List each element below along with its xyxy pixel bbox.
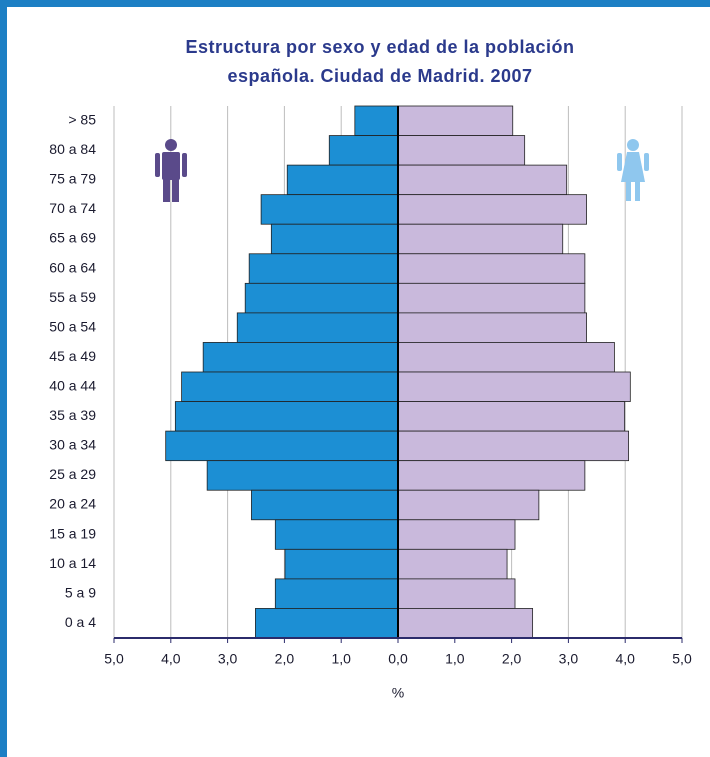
x-tick-label: 5,0 — [104, 651, 124, 667]
bar — [397, 401, 626, 432]
y-tick-label: 25 a 29 — [49, 466, 96, 482]
bar — [397, 489, 540, 521]
bar — [236, 312, 399, 343]
y-tick-label: 15 a 19 — [49, 525, 96, 541]
x-tick-label: 1,0 — [445, 651, 465, 667]
y-tick-label: 40 a 44 — [49, 377, 96, 393]
bar — [202, 342, 399, 373]
y-tick-label: 45 a 49 — [49, 348, 96, 364]
y-tick-label: 35 a 39 — [49, 407, 96, 423]
bar — [270, 223, 399, 255]
y-tick-label: 65 a 69 — [49, 230, 96, 246]
x-tick-label: 0,0 — [388, 651, 408, 667]
y-tick-label: 10 a 14 — [49, 555, 96, 571]
bar — [397, 194, 587, 225]
bar — [397, 548, 508, 580]
y-tick-label: 60 a 64 — [49, 259, 96, 275]
bar — [244, 282, 399, 314]
bar — [397, 164, 568, 196]
frame-top — [0, 0, 710, 7]
bar — [284, 548, 399, 580]
y-tick-label: 55 a 59 — [49, 289, 96, 305]
y-tick-label: > 85 — [68, 111, 96, 127]
bar — [397, 608, 534, 639]
x-tick-label: 2,0 — [275, 651, 295, 667]
bar — [397, 460, 586, 491]
bar — [397, 253, 586, 284]
bar — [248, 253, 399, 284]
bar — [397, 371, 631, 402]
y-tick-label: 70 a 74 — [49, 200, 96, 216]
x-tick-label: 1,0 — [331, 651, 351, 667]
bar — [260, 194, 399, 225]
bar — [181, 371, 399, 402]
x-tick-label: 4,0 — [615, 651, 635, 667]
bar — [397, 430, 630, 462]
x-axis-label: % — [392, 685, 404, 701]
bar — [397, 282, 586, 314]
chart-title: Estructura por sexo y edad de la poblaci… — [185, 37, 574, 57]
bar — [274, 578, 399, 609]
y-tick-label: 20 a 24 — [49, 496, 96, 512]
chart-title: española. Ciudad de Madrid. 2007 — [227, 66, 532, 86]
y-tick-label: 30 a 34 — [49, 437, 96, 453]
bar — [328, 135, 399, 166]
plot-area: 5,0 4,0 3,0 2,0 1,0 0,0 1,0 2,0 3,0 4,0 5,0 > 85 80 … — [49, 105, 692, 701]
y-tick-label: 5 a 9 — [65, 584, 96, 600]
bar — [354, 105, 399, 136]
x-tick-label: 5,0 — [672, 651, 692, 667]
male-icon — [155, 139, 187, 202]
bar — [397, 342, 615, 373]
bar — [397, 105, 514, 136]
bar — [397, 312, 587, 343]
female-icon — [617, 139, 649, 201]
y-tick-label: 75 a 79 — [49, 171, 96, 187]
y-tick-label: 80 a 84 — [49, 141, 96, 157]
bar — [206, 460, 399, 491]
bar — [251, 489, 399, 521]
bar — [286, 164, 399, 196]
bar — [174, 401, 399, 432]
x-tick-label: 3,0 — [218, 651, 238, 667]
bar — [165, 430, 399, 462]
bar — [397, 135, 526, 166]
bar — [397, 223, 564, 255]
x-tick-label: 3,0 — [559, 651, 579, 667]
x-tick-label: 4,0 — [161, 651, 181, 667]
bar — [255, 608, 399, 639]
x-tick-label: 2,0 — [502, 651, 522, 667]
bar — [397, 519, 516, 550]
frame-left — [0, 0, 7, 757]
y-tick-label: 0 a 4 — [65, 614, 96, 630]
y-tick-label: 50 a 54 — [49, 318, 96, 334]
bar — [274, 519, 399, 550]
bar — [397, 578, 516, 609]
